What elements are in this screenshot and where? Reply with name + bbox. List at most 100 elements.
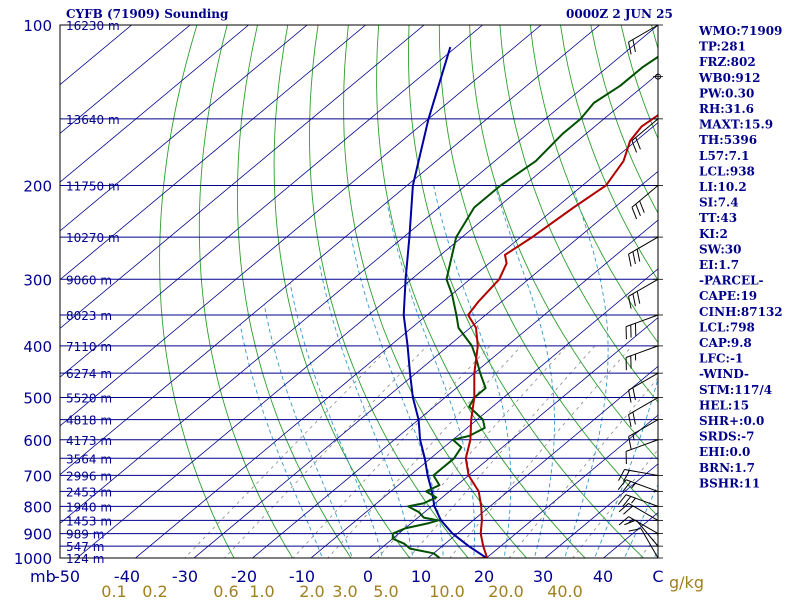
isotherm [60,25,249,183]
sounding-traces [391,46,658,558]
mixing-ratio-label: 2.0 [299,582,324,600]
index-entry: SRDS:-7 [699,430,754,444]
isotherm [60,25,542,427]
height-label: 1453 m [66,514,112,528]
height-label: 2996 m [66,469,112,483]
plot-frame [59,24,659,559]
wind-barb-feather [632,251,636,265]
temperature-axis-label: 20 [474,567,494,586]
mixing-ratio-line [508,377,658,558]
wind-barb-staff [625,479,659,492]
wind-barb-staff [635,519,659,547]
index-entry: LFC:-1 [699,352,743,366]
index-entry: EI:1.7 [699,258,739,272]
wind-barb-staff [625,345,659,358]
height-label: 124 m [66,552,104,566]
wind-barb-feather [631,140,638,153]
temperature-axis-label: -40 [114,567,140,586]
height-label: 547 m [66,540,104,554]
isotherm [544,463,658,558]
wind-barb-feather [636,291,641,304]
calm-wind-marker [655,73,661,80]
wind-barb-feather [635,203,641,217]
moist-adiabat [239,324,323,558]
wind-barb-feather [628,296,632,309]
wind-barb-feather [632,387,636,401]
wind-barb-half-feather [631,482,636,489]
isotherm [60,25,308,232]
mixing-ratio-line [377,345,568,558]
index-entry: KI:2 [699,227,728,241]
wind-barb-feather [622,496,632,507]
isotherm [602,512,658,558]
moist-adiabat [494,185,555,558]
isotherm [134,122,658,558]
height-label: 4173 m [66,434,112,448]
index-entry: CAPE:19 [699,289,757,303]
isotherm [251,219,658,558]
moist-adiabat [289,283,383,558]
pressure-label: 200 [23,177,52,195]
height-label: 11750 m [66,179,120,193]
wind-barb-staff [625,439,659,452]
height-label: 1940 m [66,500,112,514]
pressure-label: 800 [23,498,52,516]
wind-barb-staff [631,185,659,208]
index-entry: STM:117/4 [699,383,772,397]
wind-barb-staff [628,24,659,43]
dry-adiabat [469,25,658,461]
station-title: CYFB (71909) Sounding [66,7,229,21]
isotherm [60,25,483,378]
index-entry: PW:0.30 [699,86,754,100]
wind-barb-feather [617,479,627,490]
temperature-axis-label: 30 [533,567,553,586]
height-label: 13640 m [66,113,120,127]
wind-barb-feather [632,411,636,425]
wind-barb-feather [622,481,632,492]
wind-barb-staff [625,494,659,507]
mixing-ratio-line [327,345,522,558]
mixing-ratio-label: 3.0 [332,582,357,600]
wind-barb-feather [639,200,645,213]
wind-barb-staff [628,236,659,255]
temperature-trace [460,113,658,558]
moist-adiabat [433,185,512,558]
index-entry: LI:10.2 [699,180,747,194]
mixing-ratio-line [223,345,428,558]
temperature-axis-label: -50 [54,567,80,586]
wind-barb-feather [628,414,632,428]
height-label: 3564 m [66,452,112,466]
height-label: 6274 m [66,367,112,381]
pressure-label: 700 [23,467,52,485]
pressure-label: 1000 [14,550,52,568]
moist-adiabat [318,263,414,558]
moist-adiabat [263,304,353,558]
wind-barb-column [617,24,663,559]
wind-barb-feather [618,503,629,513]
temperature-axis-label: -20 [231,567,257,586]
moist-adiabat [386,202,475,558]
wind-barb-staff [640,528,659,559]
mixing-ratio-label: 40.0 [547,582,583,600]
wind-barb-feather [635,137,641,150]
index-entry: HEL:15 [699,398,749,412]
dry-adiabat [273,25,411,558]
mixing-ratio-label: 0.2 [142,582,167,600]
dry-adiabat [198,25,294,558]
dry-adiabat [560,25,658,281]
wind-barb-feather [632,39,636,52]
isotherm [76,73,658,558]
isotherm [60,25,600,476]
wind-barb-staff [628,419,659,438]
index-entry: -WIND- [699,367,749,381]
wind-barb-feather [628,528,642,532]
index-entry: L57:7.1 [699,149,749,163]
mixing-ratio-line [449,345,633,558]
wind-barb-feather [632,293,636,307]
pressure-label: 600 [23,432,52,450]
index-entry: SHR+:0.0 [699,414,764,428]
index-entry: RH:31.6 [699,102,754,116]
isotherm [60,25,425,329]
